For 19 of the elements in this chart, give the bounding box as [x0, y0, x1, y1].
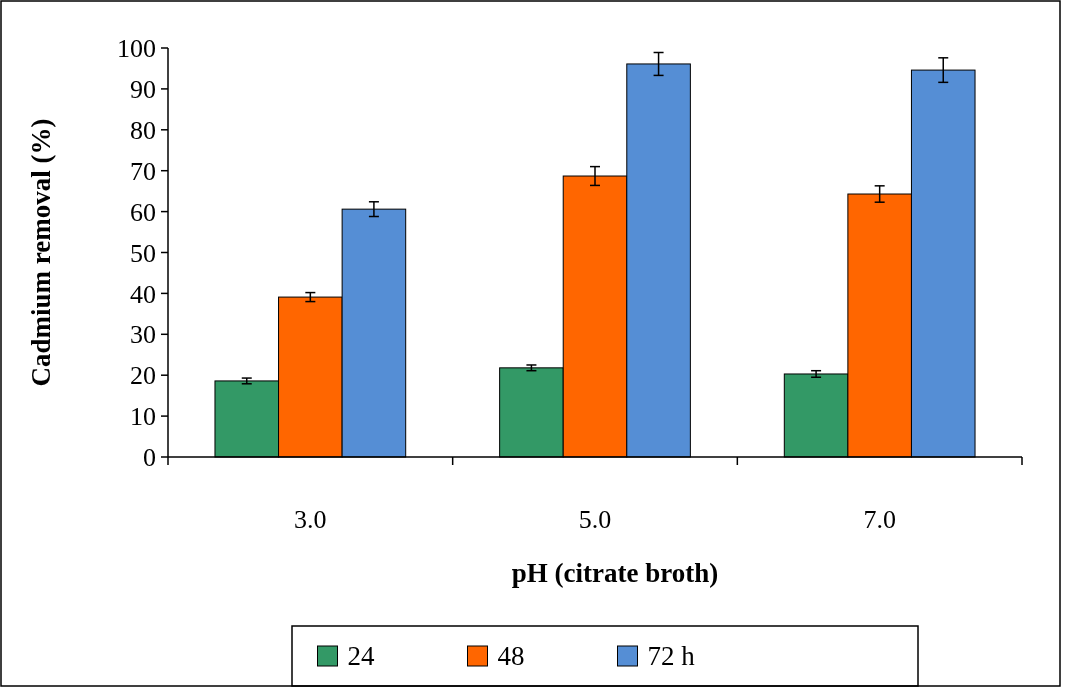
y-tick-label: 50	[130, 238, 156, 268]
x-axis-title: pH (citrate broth)	[511, 558, 719, 588]
y-axis-title: Cadmium removal (%)	[26, 118, 56, 387]
y-tick-label: 10	[130, 402, 156, 432]
y-tick-label: 90	[130, 75, 156, 104]
x-tick-label: 5.0	[578, 505, 612, 534]
y-tick-label: 60	[130, 197, 156, 227]
y-tick-label: 30	[130, 320, 156, 350]
legend-label: 48	[497, 641, 525, 672]
y-tick-label: 20	[130, 361, 156, 391]
y-tick-label: 0	[143, 443, 156, 473]
x-tick-label: 3.0	[294, 505, 327, 534]
legend-label: 24	[347, 641, 375, 672]
y-tick-label: 80	[130, 115, 156, 145]
y-tick-label: 40	[130, 279, 156, 309]
legend-label: 72 h	[647, 641, 696, 672]
y-tick-label: 70	[130, 156, 156, 186]
x-tick-label: 7.0	[863, 505, 896, 534]
y-tick-label: 100	[117, 34, 156, 64]
